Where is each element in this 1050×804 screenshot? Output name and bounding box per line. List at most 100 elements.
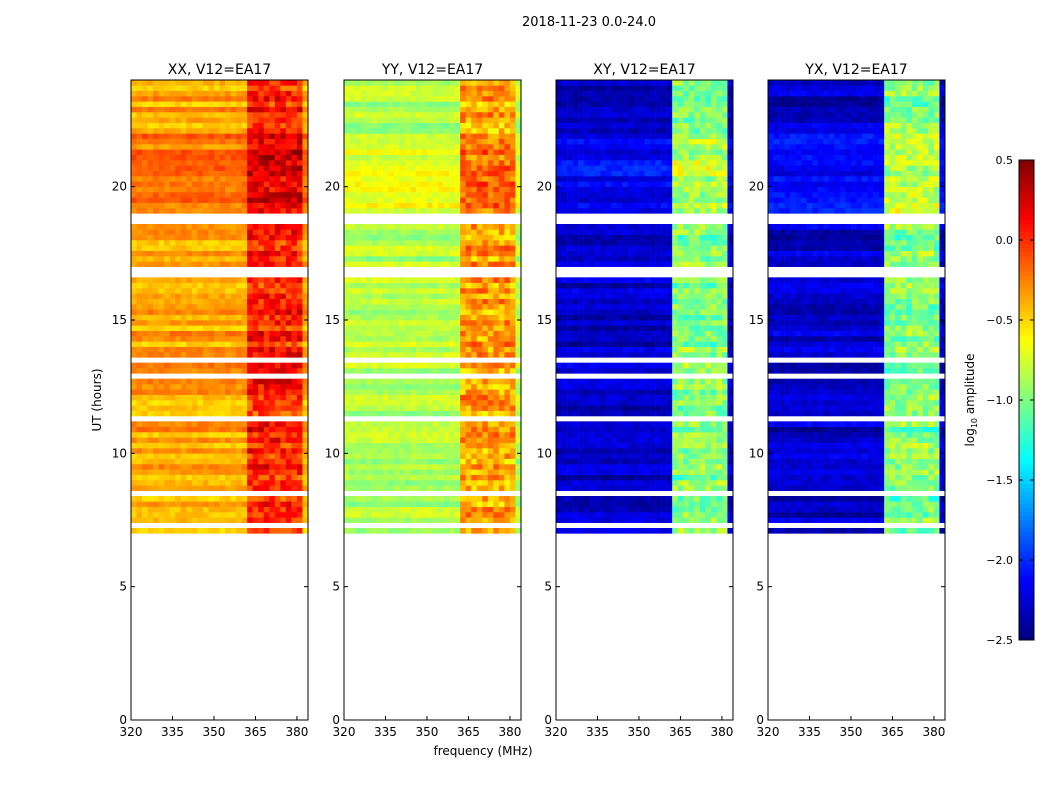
heatmap-cell bbox=[510, 432, 516, 438]
heatmap-cell bbox=[297, 197, 303, 203]
heatmap-cell bbox=[366, 427, 372, 433]
heatmap-cell bbox=[131, 155, 137, 161]
heatmap-cell bbox=[366, 80, 372, 86]
heatmap-cell bbox=[231, 405, 237, 411]
heatmap-cell bbox=[455, 347, 461, 353]
heatmap-cell bbox=[153, 320, 159, 326]
heatmap-cell bbox=[142, 112, 148, 118]
heatmap-cell bbox=[510, 427, 516, 433]
heatmap-cell bbox=[455, 512, 461, 518]
y-tick-label: 15 bbox=[325, 313, 340, 327]
heatmap-cell bbox=[504, 459, 510, 465]
heatmap-cell bbox=[449, 325, 455, 331]
heatmap-cell bbox=[466, 80, 472, 86]
heatmap-cell bbox=[269, 389, 275, 395]
heatmap-cell bbox=[247, 320, 253, 326]
heatmap-cell bbox=[361, 283, 367, 289]
heatmap-cell bbox=[280, 304, 286, 310]
heatmap-cell bbox=[427, 197, 433, 203]
heatmap-cell bbox=[236, 331, 242, 337]
heatmap-cell bbox=[438, 176, 444, 182]
heatmap-cell bbox=[383, 379, 389, 385]
heatmap-cell bbox=[192, 448, 198, 454]
heatmap-cell bbox=[280, 320, 286, 326]
heatmap-cell bbox=[214, 149, 220, 155]
heatmap-cell bbox=[499, 512, 505, 518]
heatmap-cell bbox=[455, 139, 461, 145]
heatmap-cell bbox=[164, 160, 170, 166]
heatmap-cell bbox=[286, 405, 292, 411]
heatmap-cell bbox=[488, 277, 494, 283]
heatmap-cell bbox=[383, 496, 389, 502]
heatmap-cell bbox=[280, 299, 286, 305]
heatmap-cell bbox=[291, 139, 297, 145]
heatmap-cell bbox=[444, 437, 450, 443]
heatmap-cell bbox=[477, 288, 483, 294]
heatmap-cell bbox=[247, 256, 253, 262]
heatmap-cell bbox=[399, 512, 405, 518]
heatmap-cell bbox=[361, 448, 367, 454]
heatmap-cell bbox=[488, 299, 494, 305]
heatmap-cell bbox=[372, 448, 378, 454]
heatmap-cell bbox=[197, 80, 203, 86]
heatmap-cell bbox=[181, 485, 187, 491]
heatmap-cell bbox=[488, 512, 494, 518]
heatmap-cell bbox=[438, 325, 444, 331]
heatmap-cell bbox=[460, 117, 466, 123]
heatmap-cell bbox=[438, 203, 444, 209]
heatmap-cell bbox=[280, 112, 286, 118]
heatmap-cell bbox=[142, 240, 148, 246]
heatmap-cell bbox=[383, 85, 389, 91]
heatmap-cell bbox=[499, 123, 505, 129]
heatmap-cell bbox=[175, 107, 181, 113]
heatmap-cell bbox=[350, 240, 356, 246]
heatmap-cell bbox=[170, 203, 176, 209]
heatmap-cell bbox=[269, 293, 275, 299]
heatmap-cell bbox=[466, 117, 472, 123]
heatmap-cell bbox=[416, 384, 422, 390]
heatmap-cell bbox=[197, 437, 203, 443]
heatmap-cell bbox=[366, 421, 372, 427]
heatmap-cell bbox=[258, 411, 264, 417]
heatmap-cell bbox=[377, 224, 383, 230]
heatmap-cell bbox=[286, 352, 292, 358]
heatmap-cell bbox=[297, 336, 303, 342]
heatmap-cell bbox=[455, 123, 461, 129]
heatmap-cell bbox=[197, 144, 203, 150]
heatmap-cell bbox=[366, 475, 372, 481]
heatmap-cell bbox=[286, 133, 292, 139]
heatmap-cell bbox=[388, 128, 394, 134]
heatmap-cell bbox=[460, 325, 466, 331]
heatmap-cell bbox=[444, 512, 450, 518]
heatmap-cell bbox=[350, 293, 356, 299]
heatmap-cell bbox=[449, 197, 455, 203]
heatmap-cell bbox=[372, 107, 378, 113]
heatmap-cell bbox=[344, 245, 350, 251]
heatmap-cell bbox=[433, 224, 439, 230]
heatmap-cell bbox=[192, 112, 198, 118]
heatmap-cell bbox=[220, 181, 226, 187]
heatmap-cell bbox=[208, 149, 214, 155]
heatmap-cell bbox=[405, 320, 411, 326]
heatmap-cell bbox=[280, 187, 286, 193]
heatmap-cell bbox=[286, 517, 292, 523]
heatmap-cell bbox=[291, 107, 297, 113]
heatmap-cell bbox=[208, 155, 214, 161]
heatmap-cell bbox=[225, 464, 231, 470]
heatmap-cell bbox=[253, 96, 259, 102]
heatmap-cell bbox=[399, 304, 405, 310]
heatmap-cell bbox=[433, 507, 439, 513]
heatmap-cell bbox=[471, 101, 477, 107]
heatmap-cell bbox=[208, 107, 214, 113]
heatmap-cell bbox=[377, 480, 383, 486]
heatmap-cell bbox=[499, 293, 505, 299]
heatmap-cell bbox=[515, 149, 521, 155]
heatmap-cell bbox=[499, 448, 505, 454]
heatmap-cell bbox=[455, 464, 461, 470]
heatmap-cell bbox=[297, 203, 303, 209]
heatmap-cell bbox=[488, 176, 494, 182]
heatmap-cell bbox=[291, 181, 297, 187]
heatmap-cell bbox=[350, 165, 356, 171]
heatmap-cell bbox=[466, 192, 472, 198]
heatmap-cell bbox=[175, 368, 181, 374]
